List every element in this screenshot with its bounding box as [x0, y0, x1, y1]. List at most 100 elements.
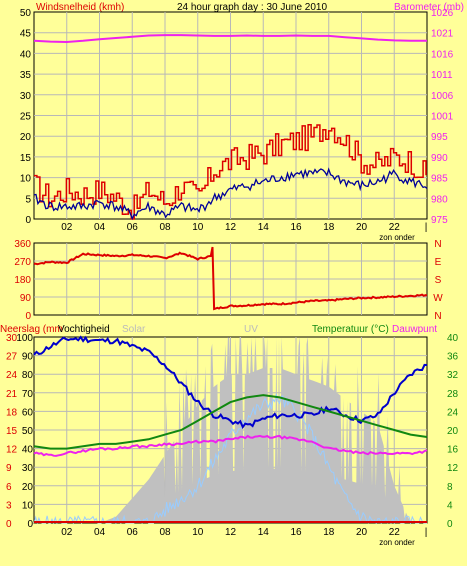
barometer-line	[33, 34, 427, 44]
wind-y-tick-label: 30	[20, 91, 32, 102]
climate-panel-x-tick-label: 02	[61, 527, 73, 538]
direction-compass-label: N	[434, 239, 441, 250]
wind-panel-x-tick-label: 08	[159, 222, 171, 233]
wind-y-tick-label: 0	[25, 215, 31, 226]
rain-y-tick-label: 6	[6, 482, 12, 493]
humidity-y-tick-label: 10	[22, 500, 34, 511]
climate-panel-x-tick-label: |	[425, 527, 428, 538]
barometer-y-tick-label: 1006	[431, 91, 454, 102]
humidity-axis-title: Vochtigheid	[58, 324, 110, 335]
humidity-y-tick-label: 70	[22, 389, 34, 400]
direction-compass-label: S	[435, 275, 442, 286]
temperature-line	[33, 394, 428, 450]
rain-y-tick-label: 18	[6, 407, 18, 418]
rain-y-tick-label: 21	[6, 389, 18, 400]
temperature-y-tick-label: 36	[447, 352, 459, 363]
wind-y-tick-label: 50	[20, 8, 32, 19]
temperature-y-tick-label: 24	[447, 407, 459, 418]
rain-axis-title: Neerslag (mm	[0, 324, 63, 335]
barometer-y-tick-label: 980	[431, 194, 448, 205]
temperature-y-tick-label: 32	[447, 370, 459, 381]
climate-panel-x-tick-label: 12	[225, 527, 237, 538]
wind-y-tick-label: 40	[20, 49, 32, 60]
humidity-y-tick-label: 100	[16, 333, 33, 344]
wind-panel-x-tick-label: 02	[61, 222, 73, 233]
wind-panel-x-tick-label: 04	[94, 222, 106, 233]
rain-y-tick-label: 30	[6, 333, 18, 344]
humidity-y-tick-label: 80	[22, 370, 34, 381]
wind-speed-line	[34, 124, 427, 220]
wind-panel-x-tick-label: |	[425, 222, 428, 233]
uv-axis-title: UV	[244, 324, 258, 335]
climate-panel-x-tick-label: 06	[127, 527, 139, 538]
barometer-y-tick-label: 995	[431, 132, 448, 143]
wind-panel-x-tick-label: 12	[225, 222, 237, 233]
temperature-y-tick-label: 8	[447, 482, 453, 493]
climate-panel-x-tick-label: 08	[159, 527, 171, 538]
chart-title: 24 hour graph day : 30 June 2010	[177, 2, 328, 13]
rain-y-tick-label: 27	[6, 352, 18, 363]
humidity-y-tick-label: 30	[22, 463, 34, 474]
dewpoint-line	[33, 434, 428, 457]
wind-axis-title: Windsnelheid (kmh)	[36, 2, 124, 13]
direction-y-tick-label: 0	[25, 311, 31, 322]
direction-y-tick-label: 90	[20, 293, 32, 304]
barometer-y-tick-label: 985	[431, 174, 448, 185]
rain-y-tick-label: 3	[6, 500, 12, 511]
wind-panel-x-tick-label: 20	[356, 222, 368, 233]
barometer-y-tick-label: 1016	[431, 49, 454, 60]
direction-y-tick-label: 360	[14, 239, 31, 250]
temperature-axis-title: Temperatuur (°C)	[312, 324, 389, 335]
humidity-y-tick-label: 60	[22, 407, 34, 418]
rain-y-tick-label: 15	[6, 426, 18, 437]
solar-axis-title: Solar	[122, 324, 146, 335]
climate-panel-x-tick-label: 10	[192, 527, 204, 538]
climate-panel-x-tick-label: 14	[258, 527, 270, 538]
wind-direction-line	[33, 246, 428, 311]
rain-y-tick-label: 12	[6, 445, 18, 456]
barometer-y-tick-label: 975	[431, 215, 448, 226]
wind-y-tick-label: 15	[20, 153, 32, 164]
wind-panel-x-tick-label: 14	[258, 222, 270, 233]
temperature-y-tick-label: 4	[447, 500, 453, 511]
wind-y-tick-label: 20	[20, 132, 32, 143]
wind-panel-x-tick-label: 10	[192, 222, 204, 233]
barometer-axis-title: Barometer (mb)	[394, 2, 464, 13]
barometer-y-tick-label: 1001	[431, 112, 454, 123]
rain-y-tick-label: 24	[6, 370, 18, 381]
zon-onder-label: zon onder	[379, 233, 415, 242]
humidity-y-tick-label: 40	[22, 445, 34, 456]
climate-panel-x-tick-label: 16	[290, 527, 302, 538]
temperature-y-tick-label: 40	[447, 333, 459, 344]
humidity-y-tick-label: 50	[22, 426, 34, 437]
direction-y-tick-label: 180	[14, 275, 31, 286]
climate-panel-x-tick-label: 22	[389, 527, 401, 538]
barometer-y-tick-label: 1026	[431, 8, 454, 19]
barometer-y-tick-label: 990	[431, 153, 448, 164]
humidity-y-tick-label: 90	[22, 352, 34, 363]
wind-panel-x-tick-label: 16	[290, 222, 302, 233]
barometer-y-tick-label: 1011	[431, 70, 453, 81]
wind-panel-x-tick-label: 06	[127, 222, 139, 233]
humidity-y-tick-label: 0	[27, 519, 33, 530]
temperature-y-tick-label: 16	[447, 445, 459, 456]
direction-compass-label: E	[435, 257, 442, 268]
wind-y-tick-label: 25	[20, 112, 32, 123]
humidity-y-tick-label: 20	[22, 482, 34, 493]
wind-y-tick-label: 10	[20, 174, 32, 185]
wind-panel-x-tick-label: 22	[389, 222, 401, 233]
temperature-y-tick-label: 0	[447, 519, 453, 530]
dewpoint-axis-title: Dauwpunt	[392, 324, 437, 335]
wind-panel-x-tick-label: 18	[323, 222, 335, 233]
climate-panel-x-tick-label: 20	[356, 527, 368, 538]
direction-y-tick-label: 270	[14, 257, 31, 268]
climate-panel-x-tick-label: 18	[323, 527, 335, 538]
direction-compass-label: W	[433, 293, 443, 304]
wind-y-tick-label: 45	[20, 29, 32, 40]
solar-area	[34, 337, 427, 523]
wind-y-tick-label: 35	[20, 70, 32, 81]
zon-onder-label-2: zon onder	[379, 538, 415, 547]
temperature-y-tick-label: 28	[447, 389, 459, 400]
temperature-y-tick-label: 20	[447, 426, 459, 437]
rain-y-tick-label: 9	[6, 463, 12, 474]
